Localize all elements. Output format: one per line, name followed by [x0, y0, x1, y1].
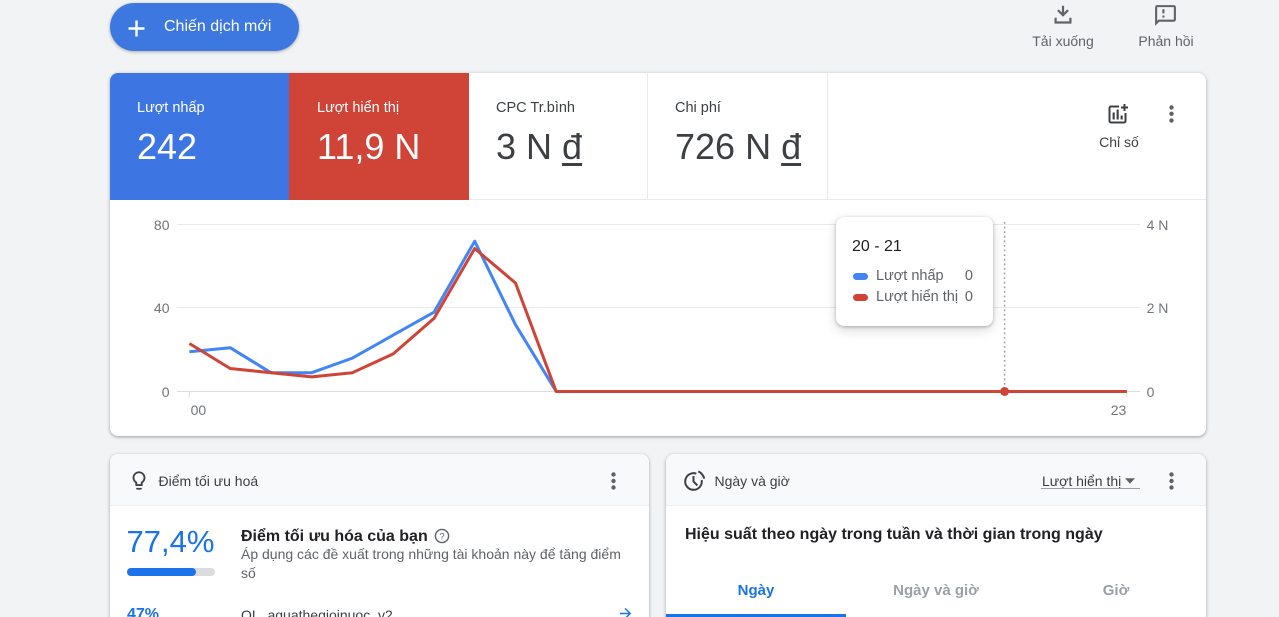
svg-text:0: 0 [162, 384, 170, 400]
svg-text:4 N: 4 N [1147, 217, 1169, 233]
svg-text:80: 80 [154, 217, 170, 233]
svg-text:23: 23 [1111, 402, 1127, 418]
svg-text:00: 00 [191, 402, 207, 418]
svg-text:40: 40 [154, 300, 170, 316]
svg-text:0: 0 [1147, 384, 1155, 400]
svg-text:?: ? [439, 532, 444, 543]
svg-text:2 N: 2 N [1147, 300, 1169, 316]
